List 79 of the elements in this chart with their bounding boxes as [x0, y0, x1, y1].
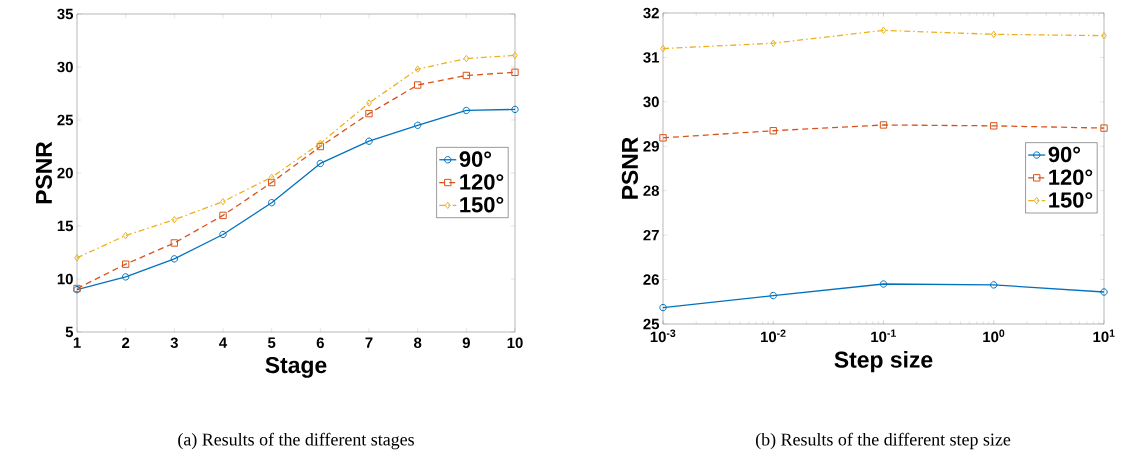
point	[121, 260, 130, 268]
legend-label: 120°	[460, 174, 504, 190]
y-tick-label: 10	[57, 273, 73, 285]
point	[171, 215, 178, 224]
y-tick-label: 15	[57, 220, 74, 232]
y-tick-label: 28	[643, 185, 660, 196]
x-axis-title: Step size	[834, 351, 933, 373]
point	[1100, 288, 1108, 296]
point	[511, 105, 519, 114]
y-tick-label: 20	[57, 167, 73, 179]
legend-label: 120°	[1049, 169, 1093, 185]
y-tick-label: 25	[57, 114, 74, 126]
y-tick-label: 31	[643, 52, 660, 63]
x-tick-label: 10$^{-3}$	[650, 329, 676, 343]
y-tick-label: 26	[643, 274, 659, 285]
point	[463, 54, 470, 63]
point	[413, 81, 422, 89]
point	[121, 273, 130, 281]
legend-label: 150°	[460, 196, 504, 213]
legend-label: 90°	[459, 151, 492, 167]
x-tick-label: 4	[219, 337, 228, 348]
point	[1100, 124, 1108, 132]
y-tick-label: 25	[643, 318, 660, 330]
point	[414, 65, 421, 73]
point	[365, 137, 373, 145]
y-axis-title: PSNR	[621, 137, 639, 199]
point	[770, 39, 777, 47]
x-axis-title: Stage	[265, 356, 327, 378]
point	[366, 99, 372, 107]
x-tick-label: 7	[365, 337, 373, 348]
x-tick-label: 8	[413, 337, 422, 349]
y-axis-title: PSNR	[35, 141, 53, 204]
x-tick-label: 10	[507, 337, 523, 349]
text: (b) Results of the different step size	[755, 432, 1011, 450]
point	[170, 255, 179, 263]
point	[879, 280, 888, 288]
x-tick-label: 3	[170, 337, 178, 349]
point	[511, 68, 519, 76]
legend-label: 150°	[1049, 192, 1093, 208]
y-tick-label: 35	[57, 8, 74, 20]
x-tick-label: 2	[122, 337, 130, 348]
x-tick-label: 10$^{-1}$	[871, 329, 896, 343]
point	[267, 198, 276, 207]
point	[413, 121, 422, 129]
x-tick-label: 9	[462, 337, 470, 349]
point	[990, 30, 997, 39]
point	[365, 109, 373, 118]
y-tick-label: 29	[643, 140, 659, 152]
point	[267, 178, 276, 187]
point	[74, 254, 80, 262]
point	[769, 291, 777, 300]
legend-label: 90°	[1048, 146, 1081, 163]
point	[659, 303, 667, 312]
point	[462, 71, 471, 80]
point	[990, 122, 998, 130]
point	[879, 121, 888, 129]
point	[880, 26, 887, 35]
x-tick-label: 6	[316, 337, 324, 349]
x-tick-label: 1	[73, 337, 81, 348]
x-tick-label: 10$^{0}$	[983, 329, 1005, 343]
x-tick-label: 10$^{1}$	[1093, 329, 1115, 343]
point	[990, 281, 998, 289]
point	[462, 106, 471, 115]
point	[219, 230, 227, 239]
y-tick-label: 30	[643, 96, 659, 108]
x-tick-label: 5	[267, 337, 276, 348]
x-tick-label: 10$^{-2}$	[760, 329, 786, 343]
text: (a) Results of the different stages	[178, 432, 414, 450]
point	[316, 159, 325, 168]
point	[769, 127, 777, 135]
y-tick-label: 27	[643, 229, 659, 241]
point	[219, 211, 227, 220]
y-tick-label: 30	[57, 61, 73, 73]
point	[122, 231, 129, 240]
point	[316, 142, 325, 151]
point	[170, 239, 179, 247]
point	[268, 173, 275, 181]
point	[659, 134, 667, 142]
y-tick-label: 32	[643, 7, 659, 19]
